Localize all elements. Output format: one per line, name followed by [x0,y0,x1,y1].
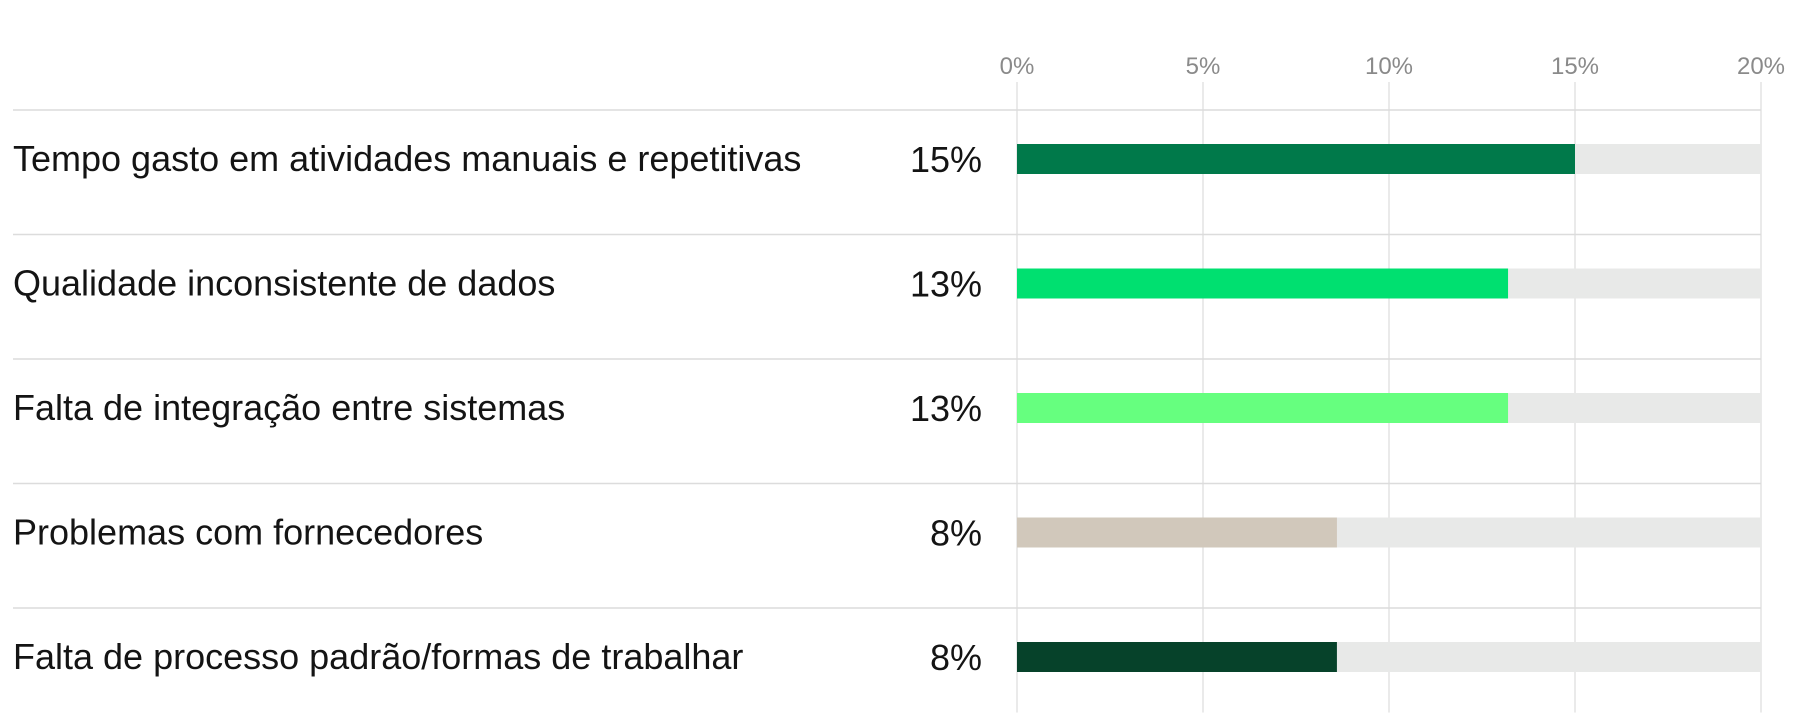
category-label: Falta de processo padrão/formas de traba… [13,636,743,677]
bar [1017,642,1337,672]
bar [1017,268,1509,299]
bar-row: Falta de processo padrão/formas de traba… [13,636,1761,678]
x-tick-label: 15% [1551,53,1599,80]
x-tick-label: 0% [1000,53,1035,80]
value-label: 8% [930,637,982,678]
category-label: Falta de integração entre sistemas [13,387,565,428]
bar [1017,393,1509,423]
x-tick-label: 10% [1365,53,1413,80]
x-axis-tick-labels: 0% 5% 10% 15% 20% [1000,53,1785,80]
x-tick-label: 5% [1186,53,1221,80]
row-dividers [13,109,1761,609]
category-label: Problemas com fornecedores [13,512,483,553]
value-label: 13% [910,388,982,429]
category-label: Tempo gasto em atividades manuais e repe… [13,138,801,179]
bar [1017,144,1575,174]
value-label: 15% [910,139,982,180]
x-tick-label: 20% [1737,53,1785,80]
bar-rows: Tempo gasto em atividades manuais e repe… [13,138,1761,678]
bar-row: Falta de integração entre sistemas 13% [13,387,1761,429]
value-label: 8% [930,513,982,554]
bar-row: Tempo gasto em atividades manuais e repe… [13,138,1761,180]
category-label: Qualidade inconsistente de dados [13,263,555,304]
bar [1017,517,1337,548]
value-label: 13% [910,264,982,305]
bar-row: Qualidade inconsistente de dados 13% [13,263,1761,305]
bar-row: Problemas com fornecedores 8% [13,512,1761,554]
